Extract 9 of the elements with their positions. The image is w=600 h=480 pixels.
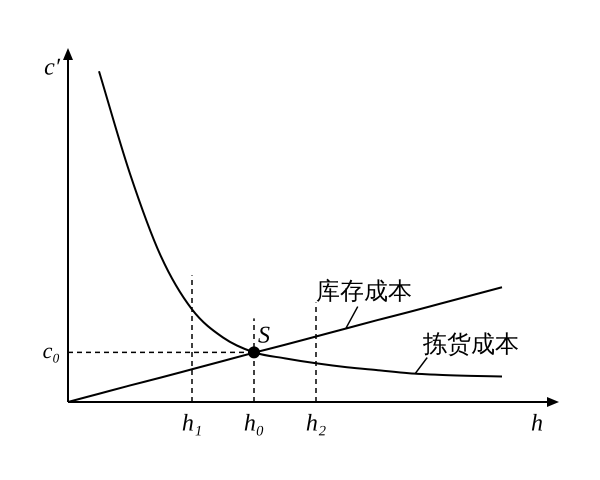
annotation: S	[258, 322, 270, 349]
ref-line-label: c₀	[42, 338, 60, 364]
x-tick-label: h₂	[306, 410, 326, 436]
series-label: 库存成本	[316, 276, 412, 305]
x-tick-label: h₁	[182, 410, 202, 436]
series-label: 拣货成本	[422, 330, 520, 358]
y-axis-title: c′	[44, 54, 61, 80]
x-tick-label: h₀	[244, 410, 264, 436]
x-axis-title: h	[531, 410, 543, 436]
